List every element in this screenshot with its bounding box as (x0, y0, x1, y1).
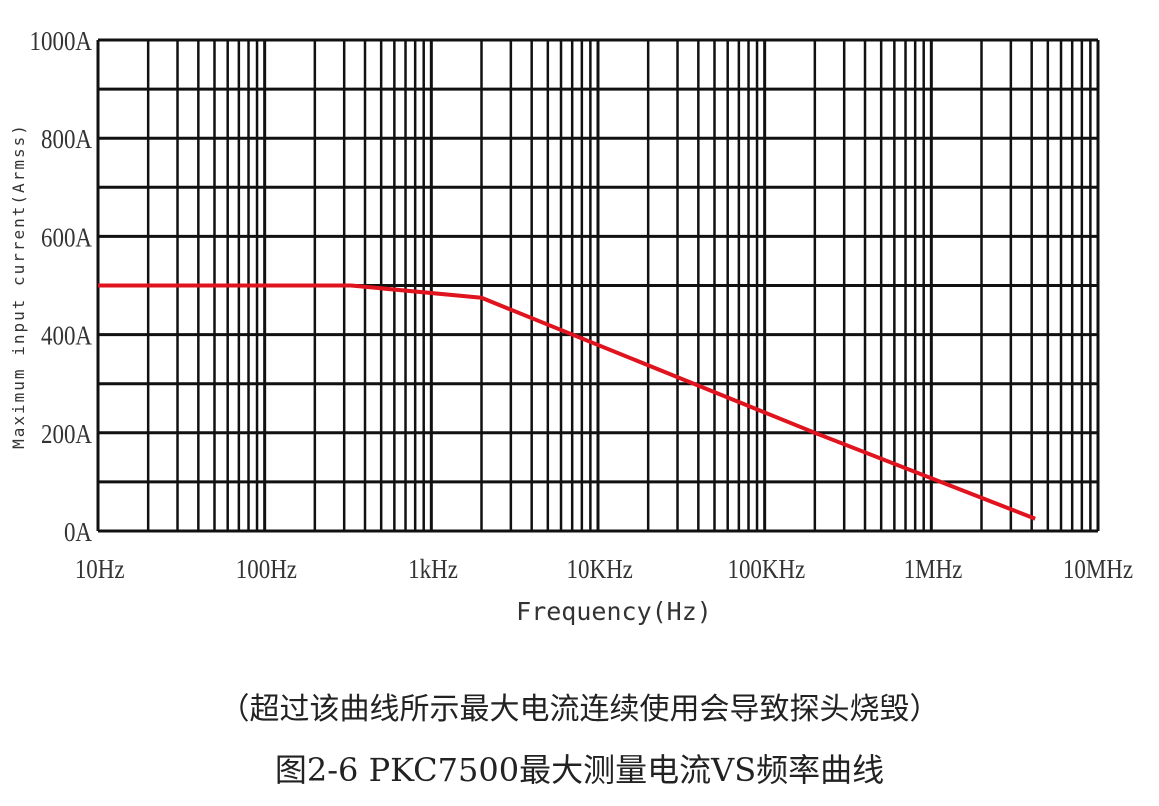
y-tick-label: 1000A (30, 27, 92, 56)
chart-note: （超过该曲线所示最大电流连续使用会导致探头烧毁） (219, 692, 940, 727)
x-tick-label: 1MHz (904, 555, 963, 584)
x-tick-label: 10MHz (1063, 555, 1133, 584)
series (98, 283, 1036, 521)
y-tick-label: 800A (41, 126, 92, 155)
series-line (98, 283, 1036, 521)
x-tick-label: 100KHz (727, 555, 805, 584)
y-tick-label: 200A (41, 420, 92, 449)
chart-title: 图2-6 PKC7500最大测量电流VS频率曲线 (274, 751, 885, 789)
x-tick-label: 10Hz (75, 555, 125, 584)
x-tick-label: 1kHz (408, 555, 458, 584)
y-tick-label: 600A (41, 224, 92, 253)
x-axis-label: Frequency(Hz) (516, 597, 712, 626)
x-tick-labels: 10Hz 100Hz 1kHz 10KHz 100KHz 1MHz 10MHz (75, 555, 1133, 584)
x-tick-label: 100Hz (236, 555, 297, 584)
y-tick-labels: 0A 200A 400A 600A 800A 1000A (30, 27, 92, 547)
chart: 10Hz 100Hz 1kHz 10KHz 100KHz 1MHz 10MHz 0A 200A… (9, 27, 1133, 626)
y-tick-label: 0A (64, 518, 92, 547)
y-axis-label: Maximum input current(Armss) (9, 123, 28, 449)
y-tick-label: 400A (41, 322, 92, 351)
x-tick-label: 10KHz (567, 555, 633, 584)
